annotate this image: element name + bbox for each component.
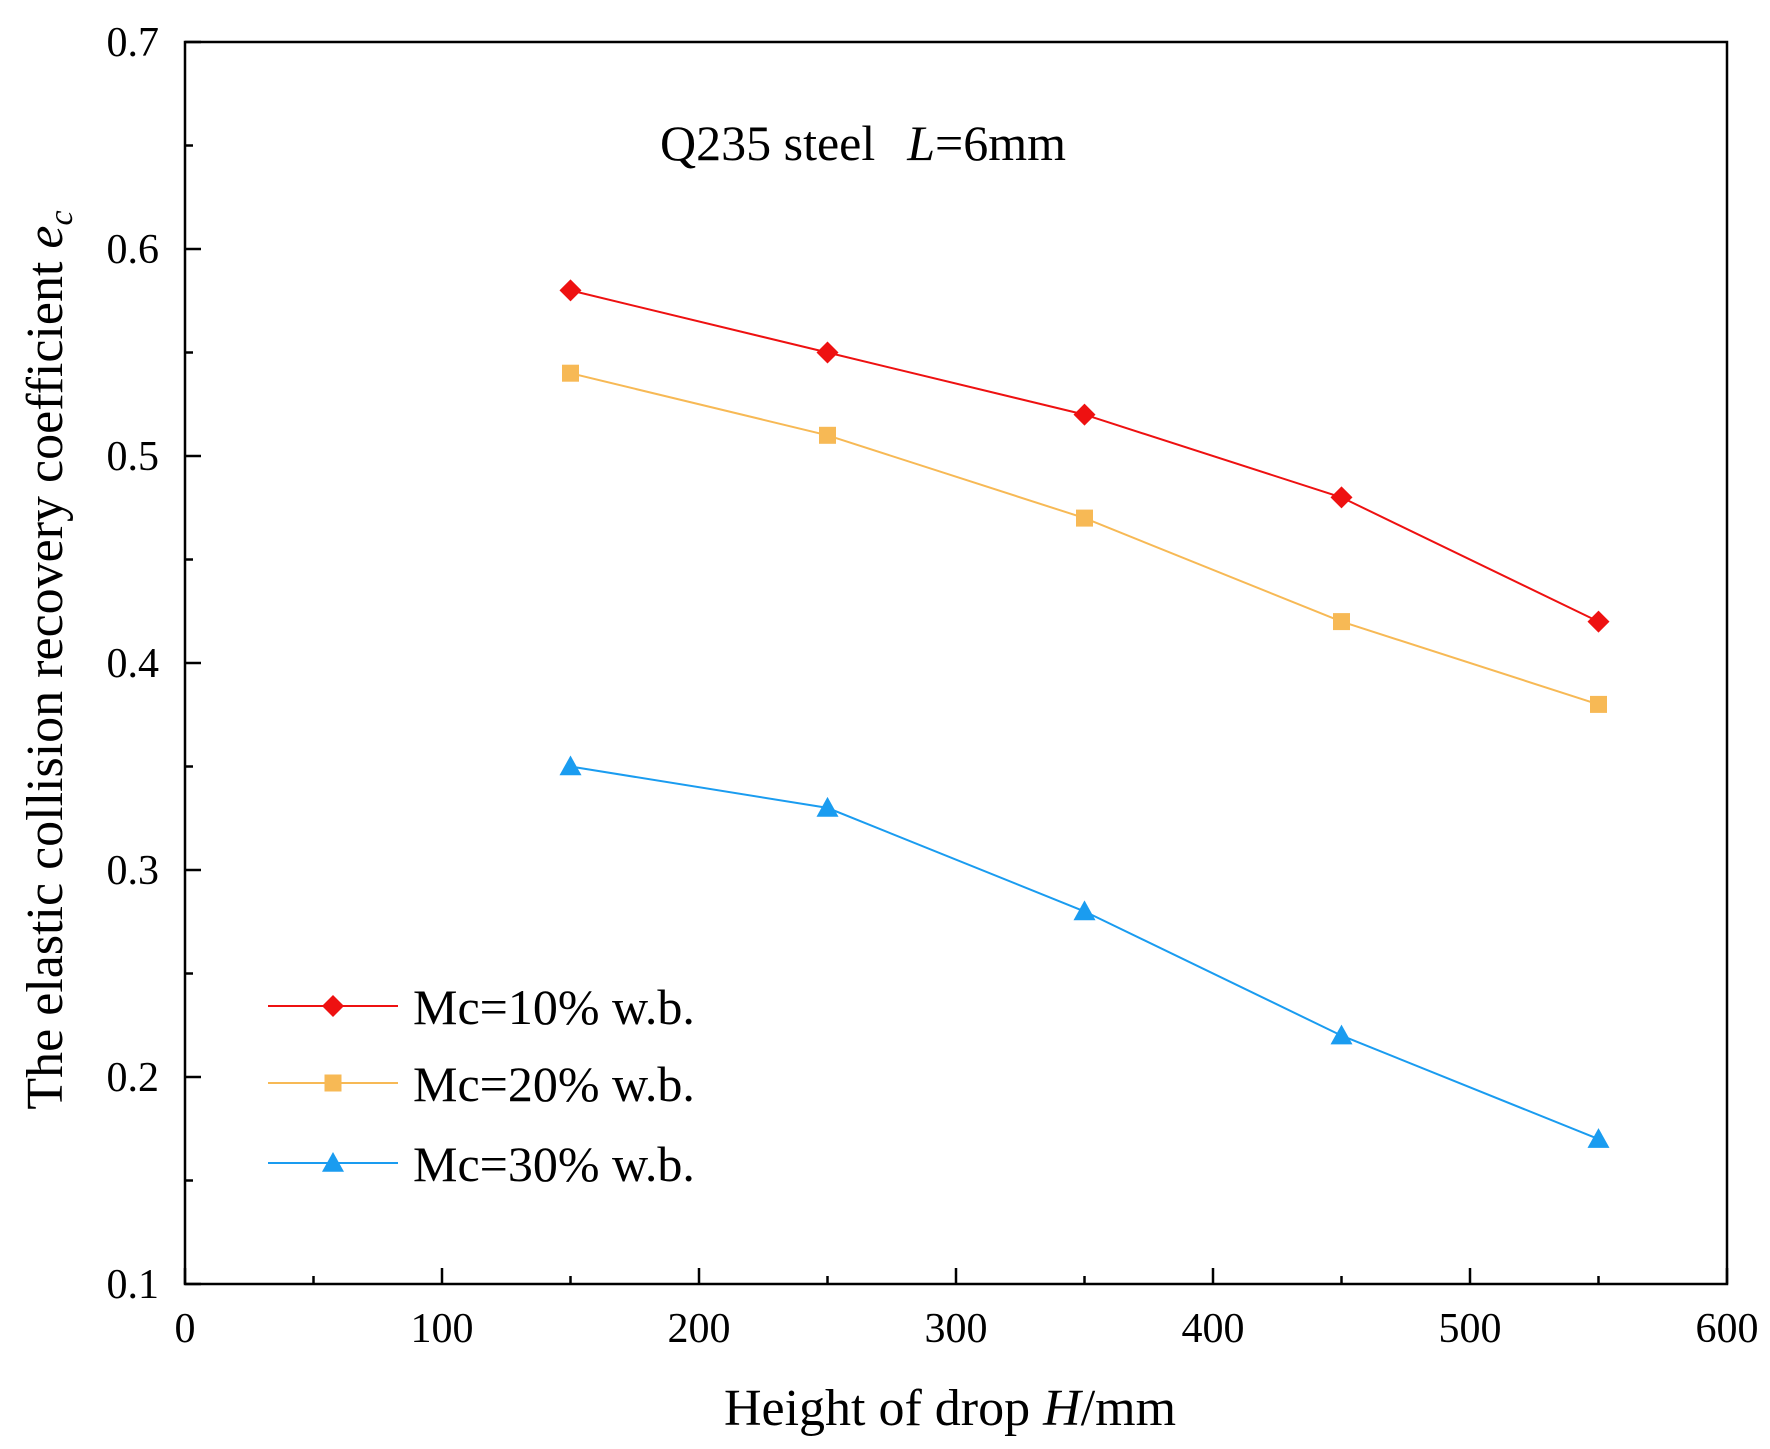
legend-marker [322,995,344,1017]
data-point [1333,613,1350,631]
x-tick-label: 200 [668,1306,731,1352]
annotation-var: L [906,115,935,171]
series-2 [562,364,1607,713]
data-point [1330,1024,1353,1045]
x-axis-title-var: H [1042,1380,1083,1437]
data-point [816,341,839,364]
chart-annotation: Q235 steel L=6mm [660,115,1066,171]
axes: 0 100 200 300 400 500 600 0.1 0.2 0.3 0.4 0.5 0.6 0.7 [107,20,1759,1352]
data-point [1330,486,1353,509]
data-point [1073,403,1096,426]
data-point [562,364,579,382]
y-axis-title-sub: c [43,210,80,225]
y-tick-label: 0.3 [107,848,160,894]
legend-label: Mc=20% w.b. [413,1056,695,1112]
legend-item-1: Mc=10% w.b. [268,979,695,1035]
series-line [570,765,1599,1141]
y-axis-title-var: e [17,226,74,249]
legend-label: Mc=10% w.b. [413,979,695,1035]
x-tick-label: 100 [411,1306,474,1352]
x-tick-label: 400 [1182,1306,1245,1352]
annotation-prefix: Q235 steel [660,115,875,171]
data-point [1590,695,1607,713]
y-tick-label: 0.4 [107,641,160,687]
data-point [1073,900,1096,921]
legend-item-2: Mc=20% w.b. [268,1056,695,1112]
data-point [1076,509,1093,527]
x-tick-label: 500 [1439,1306,1502,1352]
y-axis-title: The elastic collision recovery coefficie… [17,210,80,1109]
series-3 [559,755,1610,1148]
series-group [559,279,1610,1148]
series-1 [559,279,1610,633]
series-line [570,289,1599,623]
data-point [816,796,839,817]
x-axis-title: Height of drop H/mm [724,1380,1176,1437]
annotation-rest: =6mm [935,115,1066,171]
legend-marker [322,1152,344,1172]
x-axis-title-prefix: Height of drop [724,1380,1043,1437]
x-axis-title-rest: /mm [1081,1380,1176,1437]
y-tick-label: 0.1 [107,1262,160,1308]
data-point [559,755,582,776]
x-tick-label: 600 [1696,1306,1759,1352]
data-point [1587,610,1610,633]
legend-item-3: Mc=30% w.b. [268,1136,695,1192]
data-point [819,426,836,444]
y-tick-label: 0.5 [107,434,160,480]
x-tick-label: 0 [175,1306,196,1352]
data-point [1587,1128,1610,1148]
data-point [559,279,582,302]
y-axis-title-prefix: The elastic collision recovery coefficie… [17,249,74,1110]
legend-label: Mc=30% w.b. [413,1136,695,1192]
legend: Mc=10% w.b. Mc=20% w.b. Mc=30% w.b. [268,979,695,1192]
y-tick-label: 0.6 [107,227,160,273]
y-tick-label: 0.2 [107,1055,160,1101]
legend-marker [324,1074,342,1092]
y-tick-label: 0.7 [107,20,160,66]
x-tick-label: 300 [925,1306,988,1352]
